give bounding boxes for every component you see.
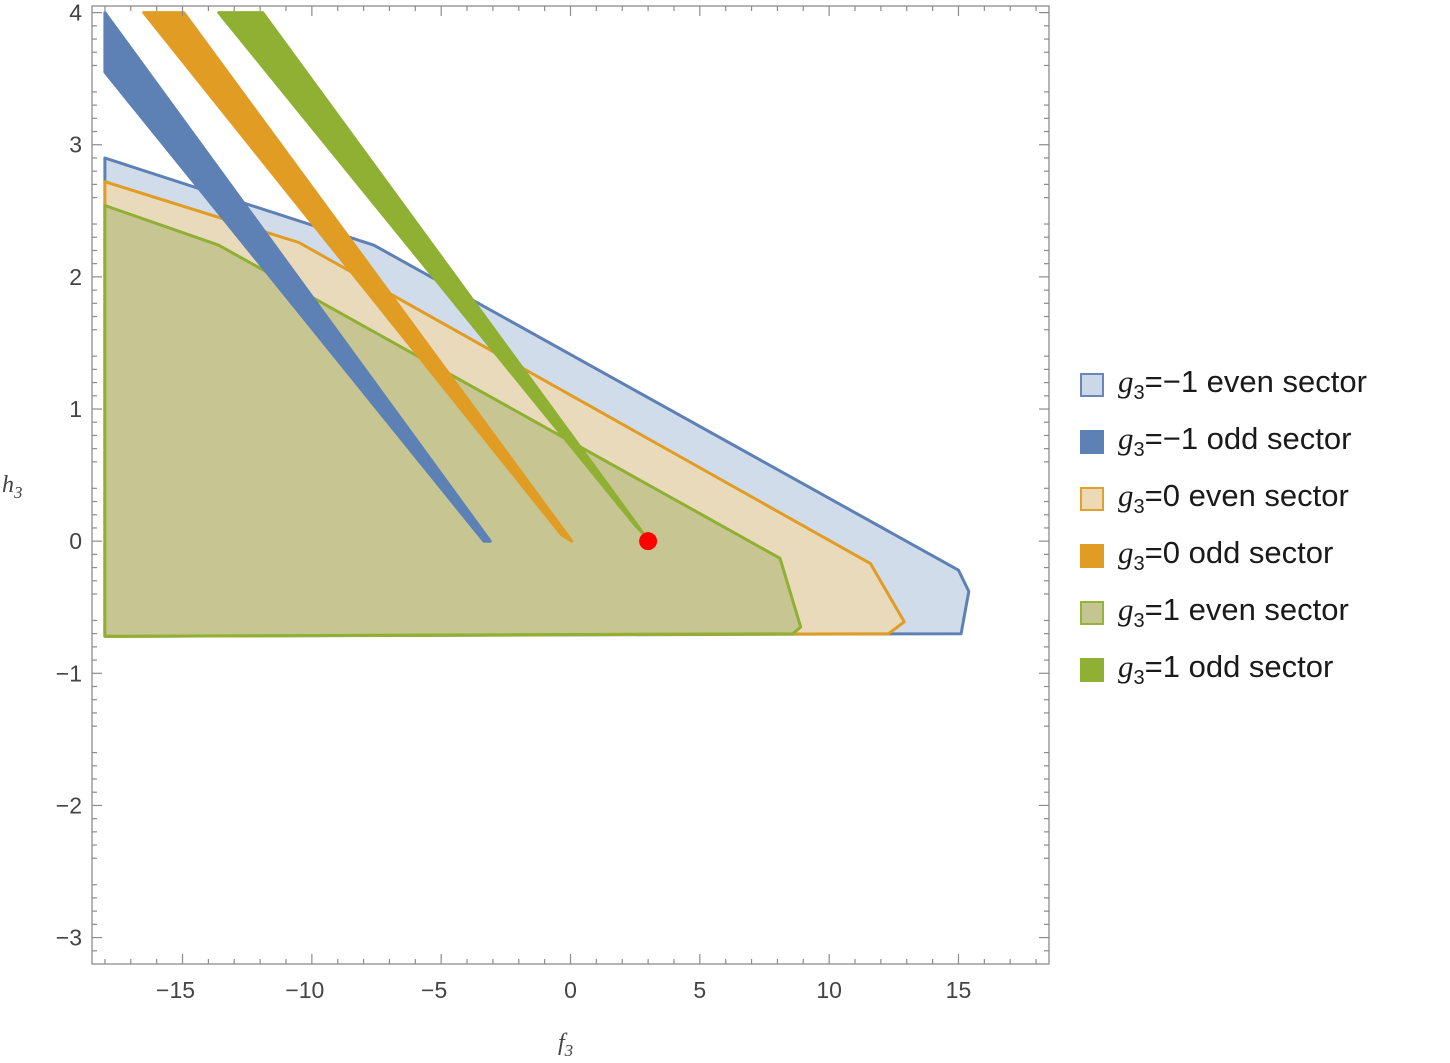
legend-label: g3=1 odd sector (1118, 648, 1334, 690)
region-g3-1-even-sector (103, 204, 803, 638)
legend-swatch (1080, 600, 1104, 625)
legend-item-g3-0-odd-sector: g3=0 odd sector (1080, 527, 1367, 584)
axis-ticks (92, 6, 1049, 964)
region-g3-1-odd-sector (103, 11, 492, 543)
region-g3-0-odd-sector (142, 11, 574, 543)
y-axis-label: h3 (2, 472, 23, 502)
legend-swatch (1080, 429, 1104, 454)
region-g3-1-odd-sector (217, 11, 646, 537)
legend-swatch (1080, 372, 1104, 397)
legend-item-g3-1-even-sector: g3=1 even sector (1080, 584, 1367, 641)
legend-label: g3=−1 odd sector (1118, 420, 1352, 462)
x-tick-label: 10 (816, 977, 842, 1003)
y-tick-label: −3 (56, 925, 82, 951)
x-tick-label: −10 (285, 977, 324, 1003)
marker-point-0 (639, 532, 658, 551)
legend-label: g3=1 even sector (1118, 591, 1349, 633)
legend-label: g3=0 odd sector (1118, 534, 1334, 576)
y-tick-label: 1 (69, 396, 82, 422)
y-tick-label: −1 (56, 660, 82, 686)
legend-item-g3-1-even-sector: g3=−1 even sector (1080, 356, 1367, 413)
legend-item-g3-0-even-sector: g3=0 even sector (1080, 470, 1367, 527)
y-tick-label: −2 (56, 792, 82, 818)
y-tick-label: 2 (69, 264, 82, 290)
x-tick-label: 15 (946, 977, 972, 1003)
legend-swatch (1080, 543, 1104, 568)
chart-markers (639, 532, 658, 551)
chart-regions (103, 11, 971, 638)
y-tick-label: 3 (69, 132, 82, 158)
x-tick-label: −15 (156, 977, 195, 1003)
x-tick-label: −5 (421, 977, 447, 1003)
chart-legend: g3=−1 even sector g3=−1 odd sector g3=0 ev… (1080, 356, 1367, 698)
x-tick-label: 0 (564, 977, 577, 1003)
y-tick-label: 0 (69, 528, 82, 554)
x-tick-label: 5 (693, 977, 706, 1003)
y-tick-label: 4 (69, 0, 82, 26)
legend-label: g3=−1 even sector (1118, 363, 1367, 405)
x-axis-label: f3 (558, 1030, 573, 1060)
legend-item-g3-1-odd-sector: g3=1 odd sector (1080, 641, 1367, 698)
legend-item-g3-1-odd-sector: g3=−1 odd sector (1080, 413, 1367, 470)
legend-label: g3=0 even sector (1118, 477, 1349, 519)
legend-swatch (1080, 657, 1104, 682)
legend-swatch (1080, 486, 1104, 511)
